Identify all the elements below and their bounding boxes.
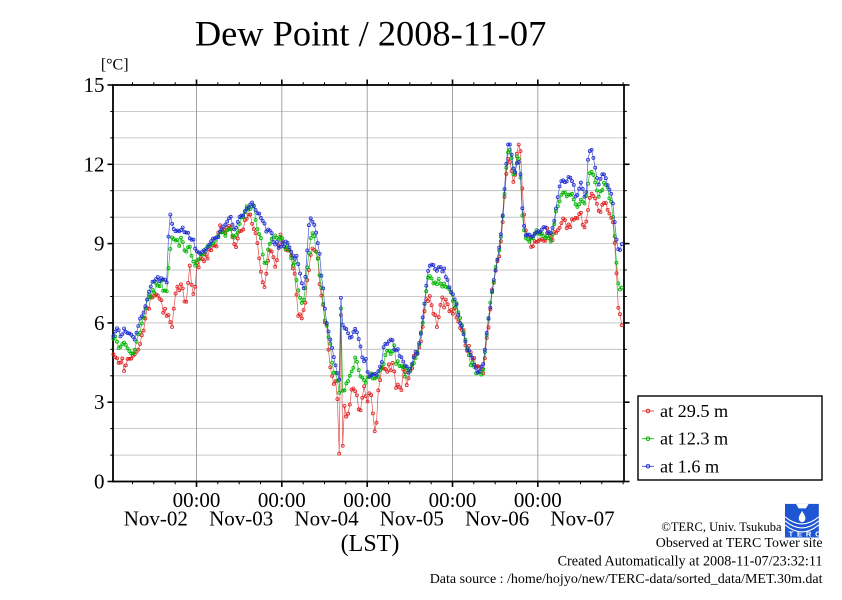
svg-text:00:00: 00:00 xyxy=(343,488,391,512)
svg-text:Dew Point / 2008-11-07: Dew Point / 2008-11-07 xyxy=(195,14,546,54)
svg-text:0: 0 xyxy=(94,470,105,494)
svg-text:at 12.3 m: at 12.3 m xyxy=(660,429,728,449)
svg-text:00:00: 00:00 xyxy=(429,488,477,512)
svg-text:Observed at TERC Tower site: Observed at TERC Tower site xyxy=(656,536,823,551)
svg-text:at 29.5 m: at 29.5 m xyxy=(660,401,728,421)
svg-text:3: 3 xyxy=(94,390,105,414)
svg-text:©TERC, Univ. Tsukuba: ©TERC, Univ. Tsukuba xyxy=(661,520,782,534)
svg-text:9: 9 xyxy=(94,232,105,256)
svg-text:6: 6 xyxy=(94,311,105,335)
svg-text:TERC: TERC xyxy=(789,529,825,538)
svg-text:Nov-02: Nov-02 xyxy=(124,507,188,531)
svg-text:Nov-06: Nov-06 xyxy=(465,507,529,531)
svg-text:Created Automatically at 2008-: Created Automatically at 2008-11-07/23:3… xyxy=(558,553,823,569)
svg-text:12: 12 xyxy=(84,152,105,176)
svg-text:(LST): (LST) xyxy=(341,531,400,557)
svg-text:Nov-05: Nov-05 xyxy=(380,507,444,531)
svg-text:at 1.6 m: at 1.6 m xyxy=(660,456,719,476)
svg-text:Data source : /home/hojyo/new/: Data source : /home/hojyo/new/TERC-data/… xyxy=(430,572,823,587)
svg-text:Nov-04: Nov-04 xyxy=(294,507,359,531)
svg-text:Nov-07: Nov-07 xyxy=(550,507,614,531)
svg-text:00:00: 00:00 xyxy=(258,488,306,512)
svg-text:[°C]: [°C] xyxy=(101,57,129,74)
svg-text:00:00: 00:00 xyxy=(173,488,221,512)
svg-text:Nov-03: Nov-03 xyxy=(209,507,273,531)
svg-text:15: 15 xyxy=(84,73,105,97)
svg-text:00:00: 00:00 xyxy=(514,488,562,512)
